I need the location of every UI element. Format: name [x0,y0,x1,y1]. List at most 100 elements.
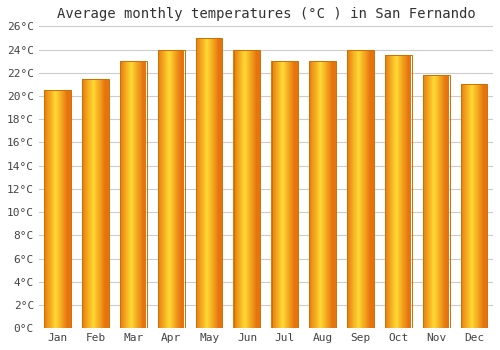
Bar [354,49,355,328]
Bar [359,49,360,328]
Bar [44,90,46,328]
Bar [387,55,388,328]
Bar [372,49,373,328]
Bar [477,84,478,328]
Bar [100,78,101,328]
Bar [460,84,461,328]
Bar [334,61,335,328]
Bar [208,38,209,328]
Bar [351,49,352,328]
Bar [58,90,59,328]
Bar [461,84,462,328]
Bar [368,49,369,328]
Bar [446,75,447,328]
Bar [485,84,486,328]
Bar [327,61,328,328]
Bar [320,61,321,328]
Bar [57,90,58,328]
Bar [399,55,400,328]
Bar [238,49,239,328]
Bar [386,55,387,328]
Bar [311,61,312,328]
Bar [44,90,71,328]
Bar [291,61,292,328]
Bar [144,61,145,328]
Bar [131,61,132,328]
Bar [124,61,125,328]
Bar [483,84,484,328]
Bar [54,90,55,328]
Bar [329,61,330,328]
Bar [474,84,475,328]
Bar [64,90,65,328]
Bar [164,49,165,328]
Bar [385,55,386,328]
Bar [292,61,293,328]
Bar [471,84,472,328]
Bar [82,78,109,328]
Bar [167,49,168,328]
Bar [447,75,448,328]
Bar [197,38,198,328]
Bar [93,78,94,328]
Bar [53,90,54,328]
Bar [293,61,294,328]
Bar [121,61,122,328]
Bar [254,49,255,328]
Bar [323,61,324,328]
Bar [68,90,69,328]
Bar [276,61,277,328]
Bar [358,49,359,328]
Bar [46,90,47,328]
Bar [180,49,181,328]
Bar [317,61,318,328]
Bar [213,38,214,328]
Bar [443,75,444,328]
Bar [435,75,436,328]
Bar [50,90,51,328]
Bar [234,49,260,328]
Bar [98,78,99,328]
Bar [139,61,140,328]
Bar [364,49,365,328]
Bar [143,61,144,328]
Bar [440,75,441,328]
Bar [120,61,146,328]
Bar [296,61,297,328]
Bar [84,78,86,328]
Bar [202,38,203,328]
Bar [290,61,291,328]
Bar [56,90,57,328]
Bar [357,49,358,328]
Bar [466,84,467,328]
Bar [182,49,183,328]
Bar [407,55,408,328]
Bar [289,61,290,328]
Bar [219,38,220,328]
Bar [350,49,351,328]
Bar [239,49,240,328]
Bar [169,49,170,328]
Bar [349,49,350,328]
Bar [426,75,427,328]
Bar [161,49,162,328]
Bar [385,55,411,328]
Bar [297,61,298,328]
Bar [436,75,437,328]
Bar [61,90,62,328]
Bar [432,75,433,328]
Bar [481,84,482,328]
Bar [403,55,404,328]
Bar [470,84,471,328]
Bar [396,55,397,328]
Bar [132,61,133,328]
Bar [439,75,440,328]
Bar [390,55,392,328]
Bar [315,61,316,328]
Bar [362,49,363,328]
Bar [97,78,98,328]
Bar [173,49,174,328]
Bar [445,75,446,328]
Bar [217,38,218,328]
Bar [82,78,83,328]
